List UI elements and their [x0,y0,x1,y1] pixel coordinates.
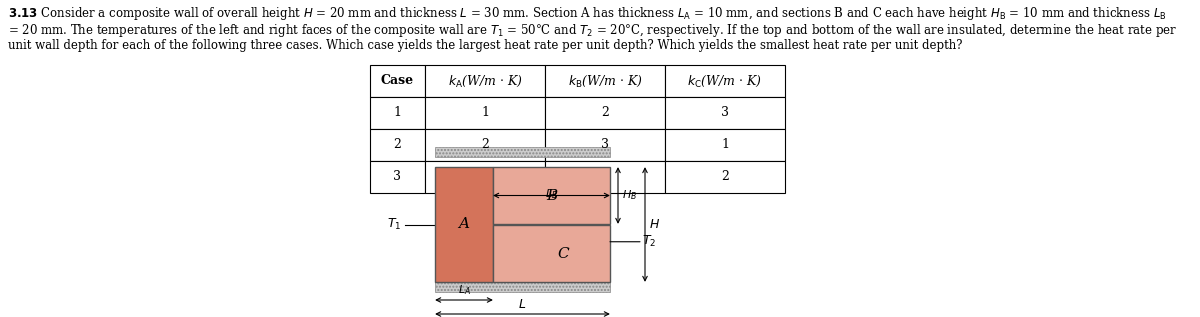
Text: 1: 1 [601,171,610,184]
Text: 3: 3 [601,139,610,152]
Bar [665,65,785,97]
Text: $L_A$: $L_A$ [457,283,470,297]
Bar [665,97,785,129]
Bar [665,161,785,193]
Text: $H$: $H$ [649,218,660,231]
Bar [370,65,425,97]
Text: 1: 1 [721,139,730,152]
Bar [493,167,610,224]
Text: 1: 1 [394,107,402,120]
Bar [545,97,665,129]
Text: Case: Case [380,74,414,87]
Text: 2: 2 [394,139,402,152]
Text: C: C [557,247,569,261]
Text: $\mathbf{3.13}$ Consider a composite wall of overall height $H$ = 20 mm and thic: $\mathbf{3.13}$ Consider a composite wal… [8,5,1166,22]
Text: 2: 2 [721,171,728,184]
Text: unit wall depth for each of the following three cases. Which case yields the lar: unit wall depth for each of the followin… [8,39,962,52]
Text: = 20 mm. The temperatures of the left and right faces of the composite wall are : = 20 mm. The temperatures of the left an… [8,22,1177,39]
Text: 3: 3 [394,171,402,184]
Bar [370,97,425,129]
Text: $T_1$: $T_1$ [386,217,401,232]
Bar [493,225,610,282]
Text: $L_B$: $L_B$ [545,187,558,201]
Bar [425,97,545,129]
Text: $H_B$: $H_B$ [622,189,637,202]
Text: $k_\mathrm{A}$(W/m $\cdot$ K): $k_\mathrm{A}$(W/m $\cdot$ K) [448,74,522,88]
Bar [545,65,665,97]
Bar [436,167,493,282]
Bar [370,129,425,161]
Bar [370,161,425,193]
Text: $T_2$: $T_2$ [642,234,656,249]
Bar [665,129,785,161]
Bar [545,129,665,161]
Bar [545,161,665,193]
Text: $k_\mathrm{B}$(W/m $\cdot$ K): $k_\mathrm{B}$(W/m $\cdot$ K) [568,74,642,88]
Text: 1: 1 [481,107,490,120]
Text: 3: 3 [721,107,730,120]
Bar [436,282,610,292]
Text: 2: 2 [481,139,488,152]
Text: 2: 2 [601,107,608,120]
Bar [425,65,545,97]
Text: 3: 3 [481,171,490,184]
Bar [436,147,610,157]
Bar [425,161,545,193]
Text: $L$: $L$ [518,298,527,311]
Bar [425,129,545,161]
Text: A: A [458,217,469,231]
Text: $k_\mathrm{C}$(W/m $\cdot$ K): $k_\mathrm{C}$(W/m $\cdot$ K) [688,74,762,88]
Text: B: B [546,189,557,203]
